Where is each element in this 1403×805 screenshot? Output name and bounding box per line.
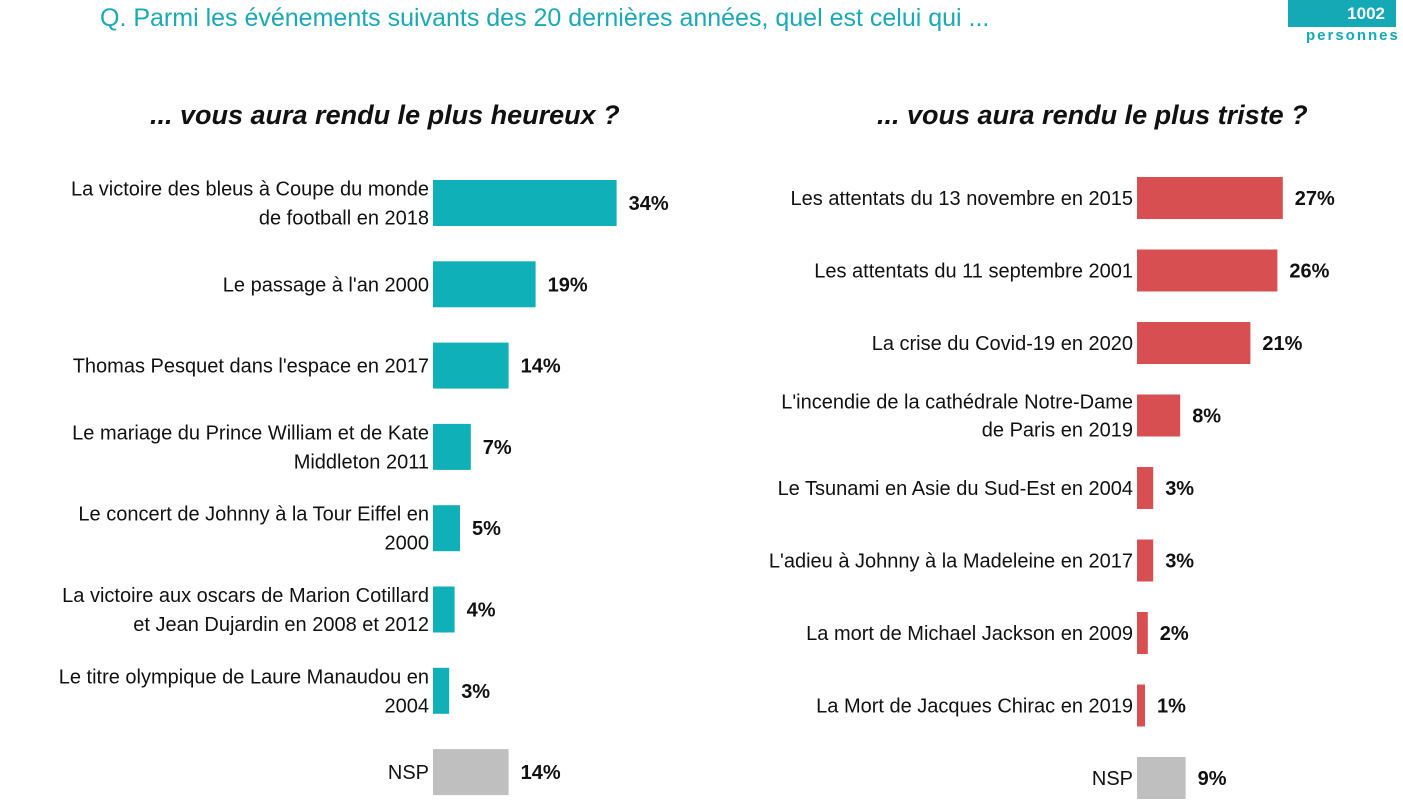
sad-category-label: NSP [1092, 768, 1133, 790]
sad-value-label: 9% [1198, 768, 1227, 790]
happy-value-label: 7% [483, 437, 512, 459]
sad-bar [1137, 757, 1186, 799]
happy-category-label: La victoire des bleus à Coupe du monde [71, 179, 429, 201]
happy-bar [433, 180, 617, 226]
happy-bar [433, 667, 450, 714]
sad-bar [1137, 539, 1154, 582]
sad-value-label: 8% [1192, 406, 1221, 428]
happy-category-label: La victoire aux oscars de Marion Cotilla… [62, 585, 429, 607]
sad-category-label: La Mort de Jacques Chirac en 2019 [816, 696, 1133, 718]
sad-bar [1137, 177, 1283, 219]
happy-category-label: et Jean Dujardin en 2008 et 2012 [133, 614, 429, 636]
badge-box: 1002 [1288, 0, 1396, 27]
happy-value-label: 5% [472, 518, 501, 540]
sad-category-label: Le Tsunami en Asie du Sud-Est en 2004 [778, 478, 1133, 500]
happy-bar-chart: La victoire des bleus à Coupe du monde de… [59, 179, 669, 796]
happy-value-label: 14% [521, 762, 561, 784]
happy-value-label: 34% [629, 193, 669, 215]
happy-bar [433, 342, 509, 389]
happy-value-label: 19% [548, 274, 588, 296]
badge-label: personnes [1306, 27, 1400, 44]
happy-category-label: Middleton 2011 [294, 451, 429, 473]
sad-value-label: 3% [1165, 551, 1194, 573]
sad-value-label: 26% [1289, 261, 1329, 283]
sad-bar [1137, 684, 1145, 727]
happy-category-label: 2004 [385, 695, 430, 717]
sad-bar [1137, 394, 1181, 437]
sad-bar [1137, 612, 1148, 654]
happy-category-label: de football en 2018 [259, 208, 429, 230]
happy-category-label: Thomas Pesquet dans l'espace en 2017 [73, 356, 429, 378]
happy-bar [433, 586, 455, 633]
sad-category-label: La mort de Michael Jackson en 2009 [806, 623, 1133, 645]
happy-bar [433, 749, 509, 796]
badge-count: 1002 [1347, 4, 1385, 23]
sad-value-label: 3% [1165, 478, 1194, 500]
sad-chart-title: ... vous aura rendu le plus triste ? [877, 100, 1308, 130]
happy-value-label: 4% [467, 600, 496, 622]
happy-bar [433, 505, 460, 552]
happy-category-label: Le mariage du Prince William et de Kate [72, 422, 429, 444]
sad-bar [1137, 322, 1251, 364]
sad-bar [1137, 467, 1154, 509]
sad-bar-chart: Les attentats du 13 novembre en 2015 27% L… [769, 177, 1335, 799]
sad-value-label: 2% [1160, 623, 1189, 645]
happy-category-label: Le concert de Johnny à la Tour Eiffel en [78, 504, 429, 526]
sad-category-label: La crise du Covid-19 en 2020 [872, 333, 1133, 355]
sad-category-label: Les attentats du 11 septembre 2001 [814, 261, 1133, 283]
sad-category-label: L'adieu à Johnny à la Madeleine en 2017 [769, 551, 1133, 573]
sad-value-label: 21% [1262, 333, 1302, 355]
happy-bar [433, 261, 536, 308]
happy-category-label: 2000 [385, 533, 430, 555]
sad-bar [1137, 249, 1278, 292]
sad-value-label: 1% [1157, 696, 1186, 718]
happy-chart-title: ... vous aura rendu le plus heureux ? [150, 100, 620, 130]
happy-bar [433, 423, 471, 470]
happy-category-label: NSP [388, 762, 429, 784]
happy-category-label: Le titre olympique de Laure Manaudou en [59, 666, 429, 688]
sad-value-label: 27% [1295, 188, 1335, 210]
sad-category-label: de Paris en 2019 [982, 420, 1133, 442]
happy-value-label: 14% [521, 356, 561, 378]
sample-size-badge: 1002 personnes [1288, 0, 1403, 46]
happy-category-label: Le passage à l'an 2000 [223, 274, 429, 296]
sad-category-label: L'incendie de la cathédrale Notre-Dame [781, 392, 1133, 414]
sad-category-label: Les attentats du 13 novembre en 2015 [791, 188, 1133, 210]
question-title: Q. Parmi les événements suivants des 20 … [100, 4, 990, 32]
happy-value-label: 3% [461, 681, 490, 703]
